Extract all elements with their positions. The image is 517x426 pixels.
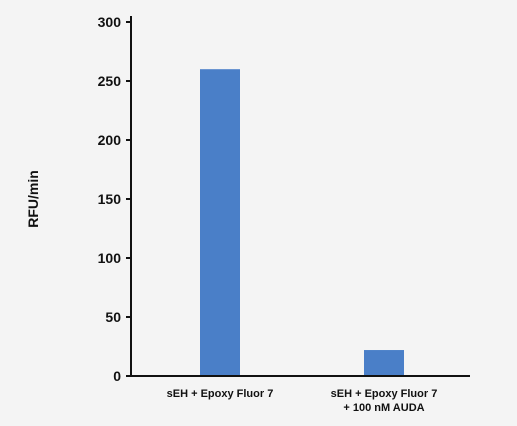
y-tick-label-50: 50 <box>105 309 121 325</box>
axes-group <box>130 16 470 377</box>
y-tick-label-200: 200 <box>98 132 122 148</box>
bar-1 <box>200 69 240 376</box>
y-ticks-group: 0 50 100 150 200 250 300 <box>98 14 131 384</box>
y-tick-label-250: 250 <box>98 73 122 89</box>
x-category-label-1-line-1: sEH + Epoxy Fluor 7 <box>167 388 274 400</box>
y-axis-title: RFU/min <box>25 170 41 228</box>
y-tick-label-150: 150 <box>98 191 122 207</box>
x-labels-group: sEH + Epoxy Fluor 7 sEH + Epoxy Fluor 7 + … <box>167 388 438 414</box>
x-category-label-1: sEH + Epoxy Fluor 7 <box>167 388 274 400</box>
bars-group <box>200 69 404 376</box>
y-axis-title-group: RFU/min <box>25 170 41 228</box>
bar-2 <box>364 350 404 376</box>
x-category-label-2: sEH + Epoxy Fluor 7 + 100 nM AUDA <box>331 388 438 414</box>
y-tick-label-100: 100 <box>98 250 122 266</box>
y-tick-label-300: 300 <box>98 14 122 30</box>
x-category-label-2-line-2: + 100 nM AUDA <box>343 402 424 414</box>
x-category-label-2-line-1: sEH + Epoxy Fluor 7 <box>331 388 438 400</box>
y-tick-label-0: 0 <box>113 368 121 384</box>
